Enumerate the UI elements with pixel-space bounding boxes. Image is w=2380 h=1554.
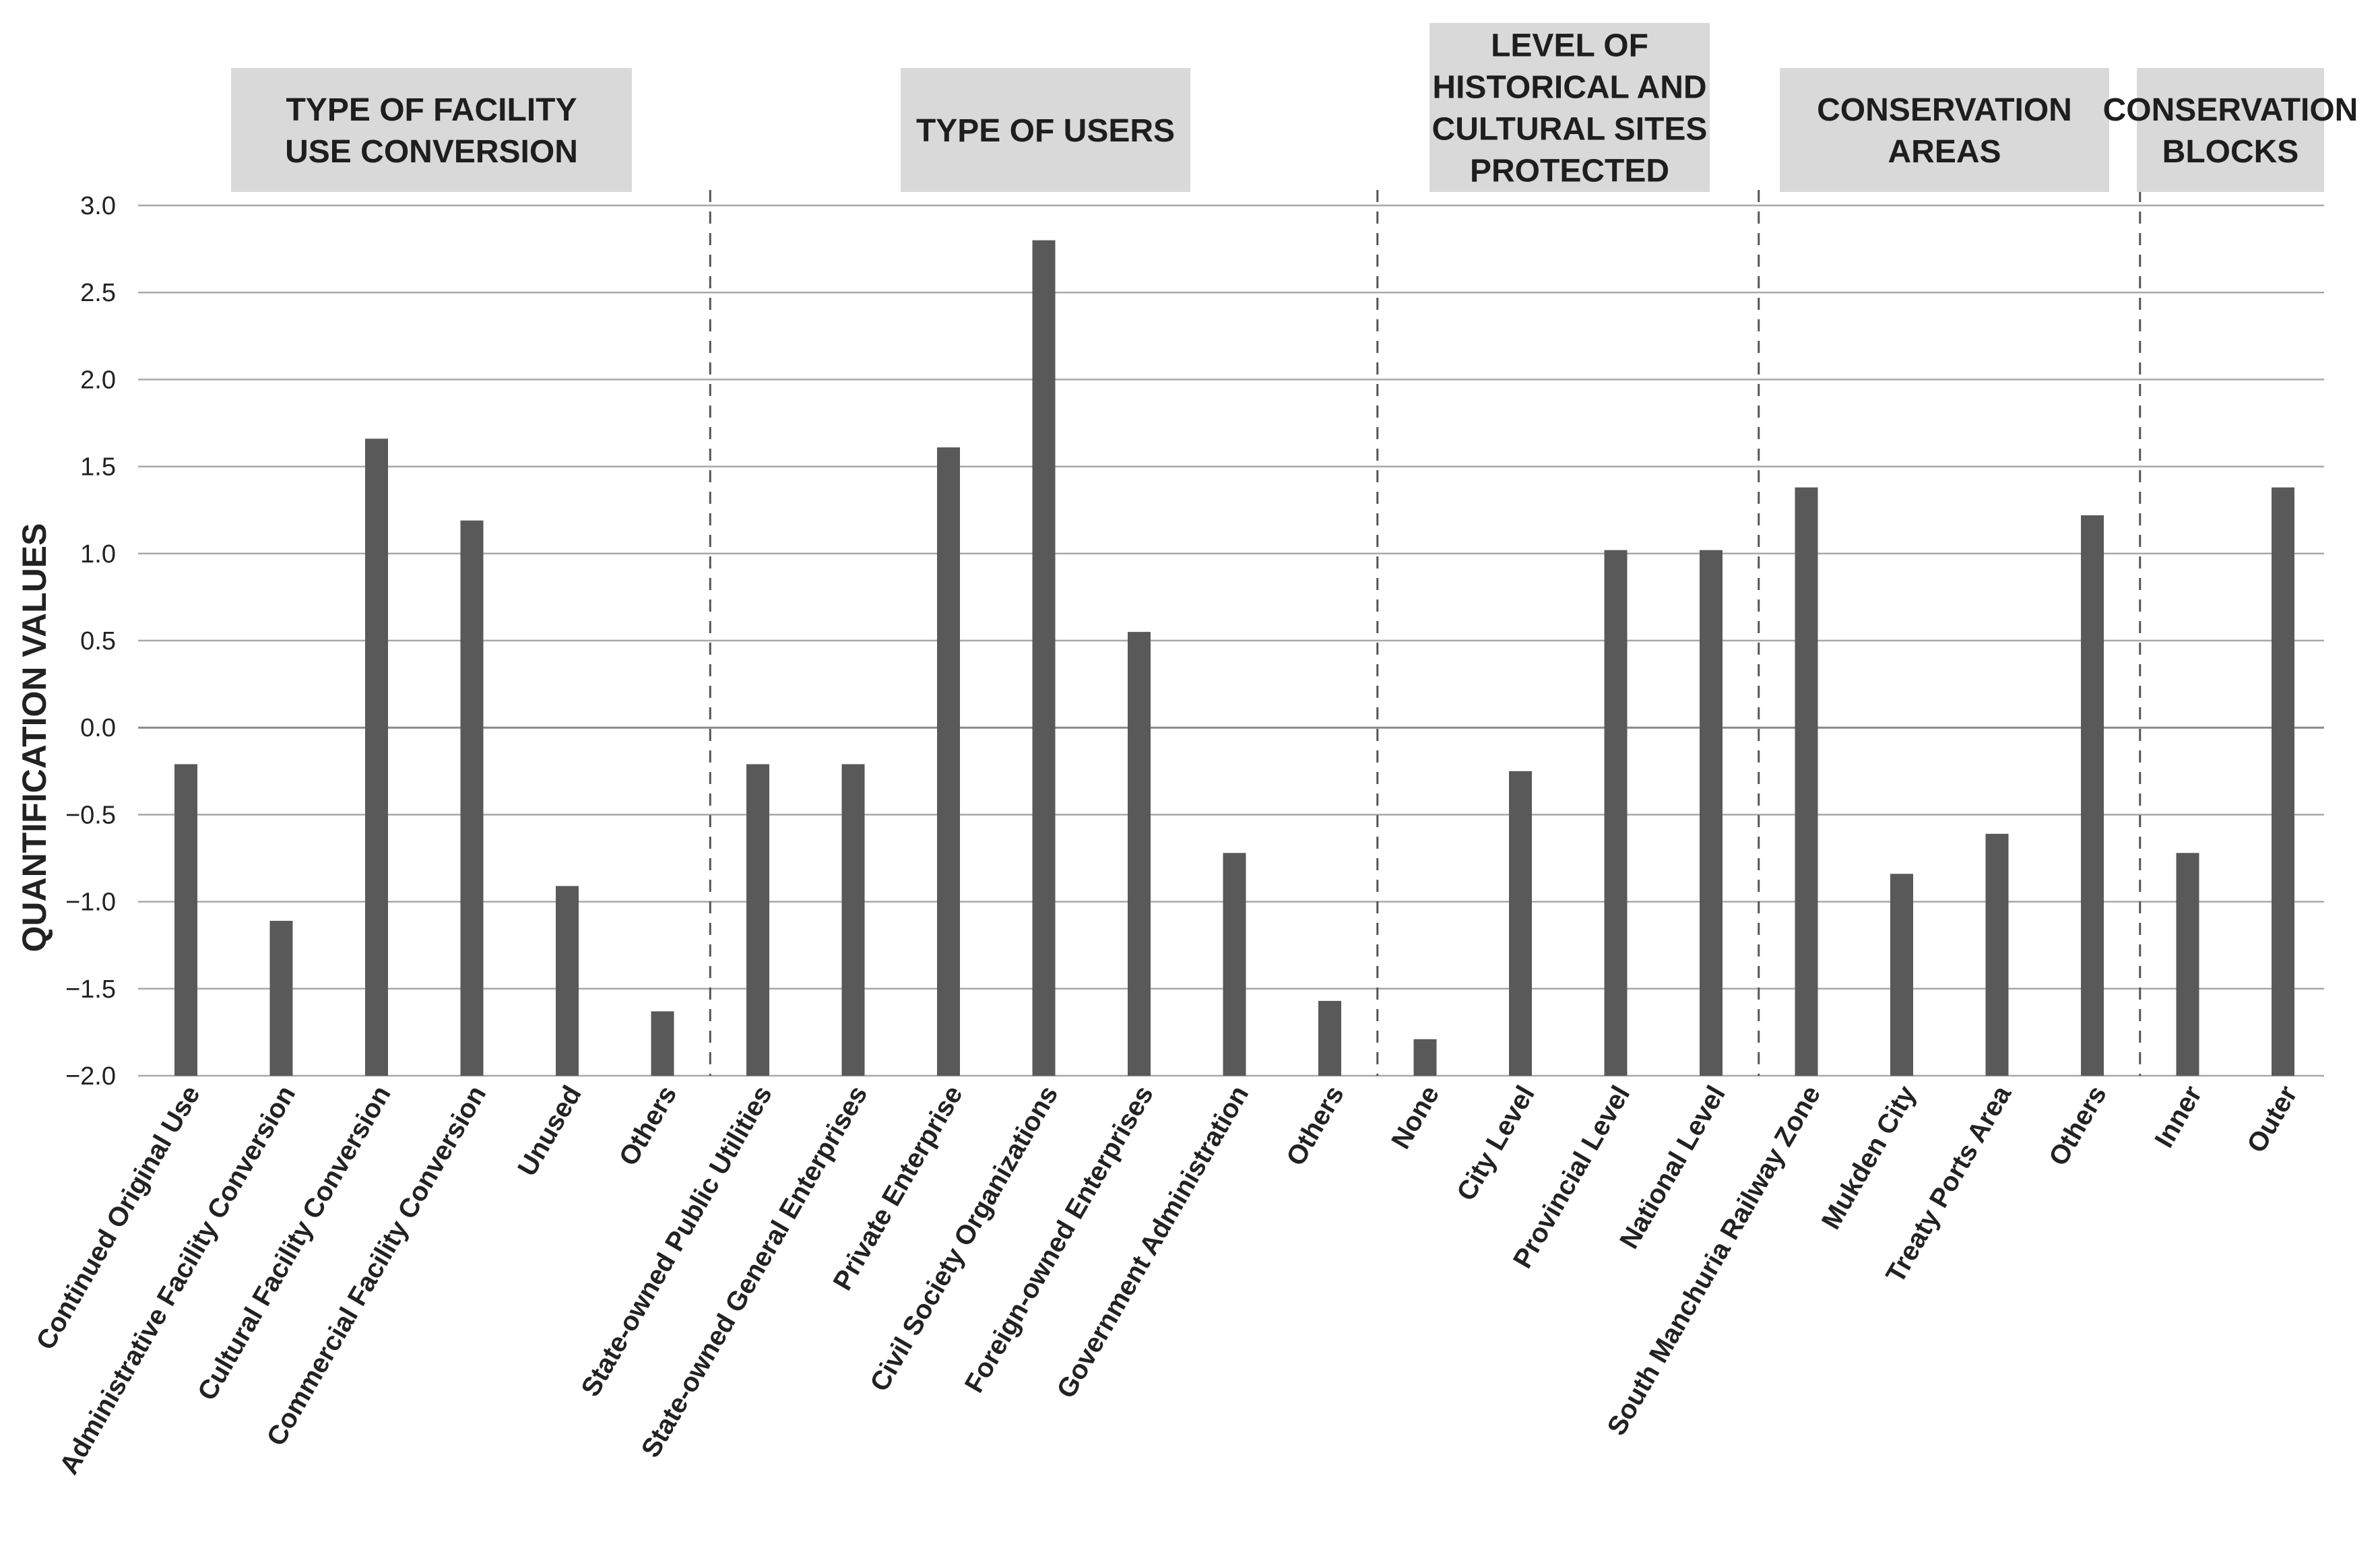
bar-others [651, 1011, 674, 1076]
bar-outer [2272, 487, 2294, 1076]
group-header-title: TYPE OF FACILITY [286, 92, 577, 128]
bar-civil-society-organizations [1032, 240, 1056, 1076]
group-header-title: CONSERVATION [1817, 92, 2072, 128]
group-header-box [2137, 68, 2324, 192]
x-tick-label: City Level [1451, 1081, 1541, 1206]
group-headers: TYPE OF FACILITY USE CONVERSION TYPE OF US… [231, 23, 2358, 192]
group-header-box [1780, 68, 2109, 192]
group-header-title: BLOCKS [2162, 134, 2299, 170]
y-tick-label: 2.0 [80, 366, 116, 394]
bar-unused [556, 886, 579, 1076]
y-tick-label: 2.5 [80, 279, 116, 307]
bar-state-owned-general-enterprises [841, 764, 865, 1076]
x-tick-label: National Level [1614, 1081, 1731, 1254]
bar-inner [2176, 853, 2199, 1076]
y-tick-label: 3.0 [80, 192, 116, 220]
x-tick-label: Unused [512, 1081, 587, 1181]
group-header-title: PROTECTED [1470, 154, 1669, 189]
bar-national-level [1700, 550, 1723, 1076]
x-tick-label: South Manchuria Railway Zone [1602, 1081, 1827, 1441]
y-axis-label: QUANTIFICATION VALUES [15, 523, 53, 952]
x-tick-label: Government Administration [1051, 1081, 1254, 1404]
group-header-title: LEVEL OF [1491, 28, 1648, 64]
y-tick-label: 0.0 [80, 714, 116, 742]
bar-others [2081, 515, 2104, 1076]
bar-administrative-facility-conversion [269, 921, 293, 1076]
bar-state-owned-public-utilities [746, 764, 769, 1076]
y-axis-ticks: 3.0 2.5 2.0 1.5 1.0 0.5 0.0 −0.5 −1.0 −1.5 −2.0 [65, 192, 116, 1091]
y-tick-label: −1.5 [65, 975, 116, 1004]
group-header-title: CULTURAL SITES [1432, 112, 1708, 148]
x-tick-label: Civil Society Organizations [864, 1081, 1064, 1397]
x-tick-label: Inner [2149, 1081, 2208, 1153]
group-header-title: CONSERVATION [2103, 92, 2358, 128]
group-header-title: USE CONVERSION [285, 134, 578, 170]
bar-cultural-facility-conversion [365, 439, 388, 1076]
x-tick-label: None [1386, 1081, 1445, 1155]
bar-provincial-level [1604, 550, 1628, 1076]
bar-others [1318, 1000, 1341, 1076]
y-tick-label: −1.0 [65, 888, 116, 917]
group-separators [709, 190, 2142, 1076]
y-tick-label: 1.0 [80, 540, 116, 569]
group-header-title: TYPE OF USERS [916, 113, 1175, 149]
x-tick-label: Foreign-owned Enterprises [959, 1081, 1159, 1398]
y-tick-label: 1.5 [80, 453, 116, 482]
bar-none [1413, 1039, 1437, 1076]
group-header-box [231, 68, 632, 192]
bar-commercial-facility-conversion [460, 520, 484, 1076]
x-tick-label: Others [614, 1081, 683, 1171]
bar-city-level [1509, 771, 1532, 1076]
bar-government-administration [1223, 853, 1246, 1076]
group-header-title: AREAS [1888, 134, 2001, 170]
group-header-box [901, 68, 1190, 192]
y-tick-label: −0.5 [65, 801, 116, 829]
bar-mukden-city [1890, 874, 1913, 1076]
y-tick-label: −2.0 [65, 1062, 116, 1091]
bar-south-manchuria-railway-zone [1795, 487, 1818, 1076]
x-tick-label: Others [2043, 1081, 2113, 1171]
bar-treaty-ports-area [1985, 833, 2009, 1076]
bar-continued-original-use [174, 764, 197, 1076]
x-tick-label: Others [1281, 1081, 1350, 1171]
x-tick-label: Continued Original Use [30, 1081, 205, 1355]
group-header-title: HISTORICAL AND [1432, 70, 1706, 106]
bar-private-enterprise [937, 447, 960, 1076]
bars [174, 240, 2294, 1076]
bar-foreign-owned-enterprises [1128, 632, 1151, 1076]
group-header-box [1429, 23, 1710, 192]
x-tick-label: Mukden City [1816, 1080, 1922, 1235]
x-tick-label: Cultural Facility Conversion [192, 1081, 397, 1406]
y-tick-label: 0.5 [80, 627, 116, 655]
x-tick-label: State-owned Public Utilities [575, 1081, 777, 1402]
x-tick-label: Outer [2241, 1081, 2303, 1158]
